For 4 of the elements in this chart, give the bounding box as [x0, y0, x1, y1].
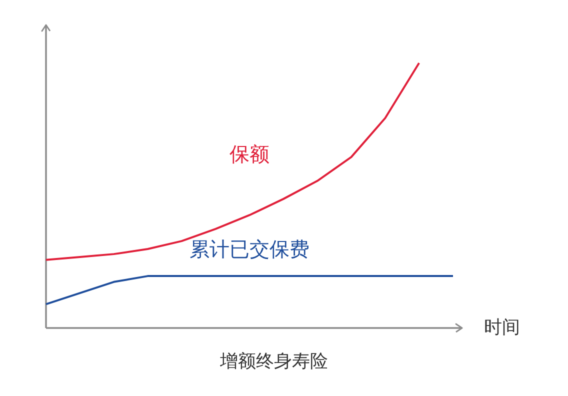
series-label: 保额 [230, 142, 270, 166]
text: 增额终身寿险 [219, 351, 328, 372]
x-axis-title: 时间 [484, 317, 520, 338]
series-label: 累计已交保费 [190, 237, 310, 262]
